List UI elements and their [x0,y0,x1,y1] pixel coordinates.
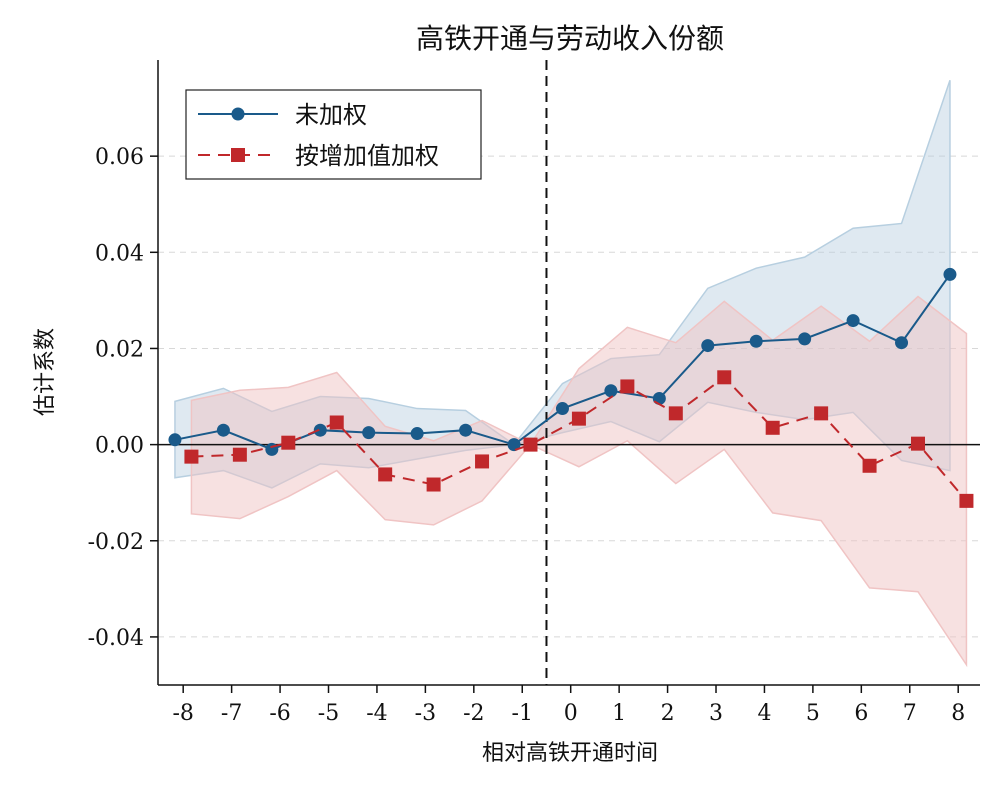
x-tick-label: -6 [269,701,290,726]
y-tick-label: -0.04 [88,626,144,651]
data-point-square [378,467,393,482]
data-point-square [814,406,829,421]
x-tick-label: -2 [463,701,484,726]
data-point-circle [313,423,327,437]
data-point-circle [895,336,909,350]
data-point-circle [943,267,957,281]
x-tick-label: 3 [709,701,723,726]
x-tick-label: 6 [854,701,868,726]
axes: -0.04 -0.02 0.00 0.02 0.04 0.06 -8 -7 -6 -5 -4 -3 -2… [88,60,980,726]
data-point-circle [555,402,569,416]
y-tick-label: 0.06 [95,145,144,170]
x-tick-label: 0 [564,701,578,726]
data-point-circle [168,433,182,447]
y-tick-label: 0.00 [95,434,144,459]
data-point-circle [362,426,376,440]
data-point-square [329,415,344,430]
data-point-square [184,449,199,464]
data-point-square [959,493,974,508]
x-tick-label: 7 [903,701,917,726]
legend-label-weighted: 按增加值加权 [295,142,439,170]
chart-title: 高铁开通与劳动收入份额 [416,22,724,55]
data-point-square [232,447,247,462]
data-point-square [475,454,490,469]
series-lines [168,267,974,508]
data-point-square [426,477,441,492]
data-point-circle [749,334,763,348]
data-point-circle [604,384,618,398]
x-tick-label: -4 [366,701,387,726]
ci-band-1 [190,295,968,668]
legend-marker-square [231,148,245,162]
x-axis-label: 相对高铁开通时间 [482,741,658,766]
data-point-circle [216,423,230,437]
data-point-circle [798,332,812,346]
data-point-circle [507,438,521,452]
x-tick-label: -8 [172,701,193,726]
legend: 未加权 按增加值加权 [185,89,482,180]
x-tick-label: -1 [512,701,533,726]
data-point-circle [459,423,473,437]
x-tick-label: 4 [757,701,771,726]
y-tick-label: -0.02 [88,530,144,555]
x-tick-label: 5 [806,701,820,726]
x-tick-label: 1 [612,701,626,726]
data-point-circle [652,391,666,405]
data-point-square [281,435,296,450]
legend-box [185,89,482,180]
y-axis-label: 估计系数 [33,328,58,416]
data-point-square [620,379,635,394]
data-point-circle [846,314,860,328]
x-tick-label: 8 [951,701,965,726]
y-tick-label: 0.02 [95,337,144,362]
data-point-circle [701,339,715,353]
data-point-square [910,436,925,451]
x-tick-label: 2 [661,701,675,726]
legend-marker-circle [231,107,245,121]
data-point-square [523,437,538,452]
data-point-square [571,411,586,426]
x-tick-label: -5 [318,701,339,726]
legend-label-unweighted: 未加权 [295,101,367,129]
data-point-square [862,458,877,473]
x-tick-label: -3 [415,701,436,726]
x-tick-label: -7 [221,701,242,726]
data-point-square [765,420,780,435]
data-point-square [717,370,732,385]
y-tick-label: 0.04 [95,241,144,266]
data-point-circle [410,427,424,441]
data-point-square [668,406,683,421]
